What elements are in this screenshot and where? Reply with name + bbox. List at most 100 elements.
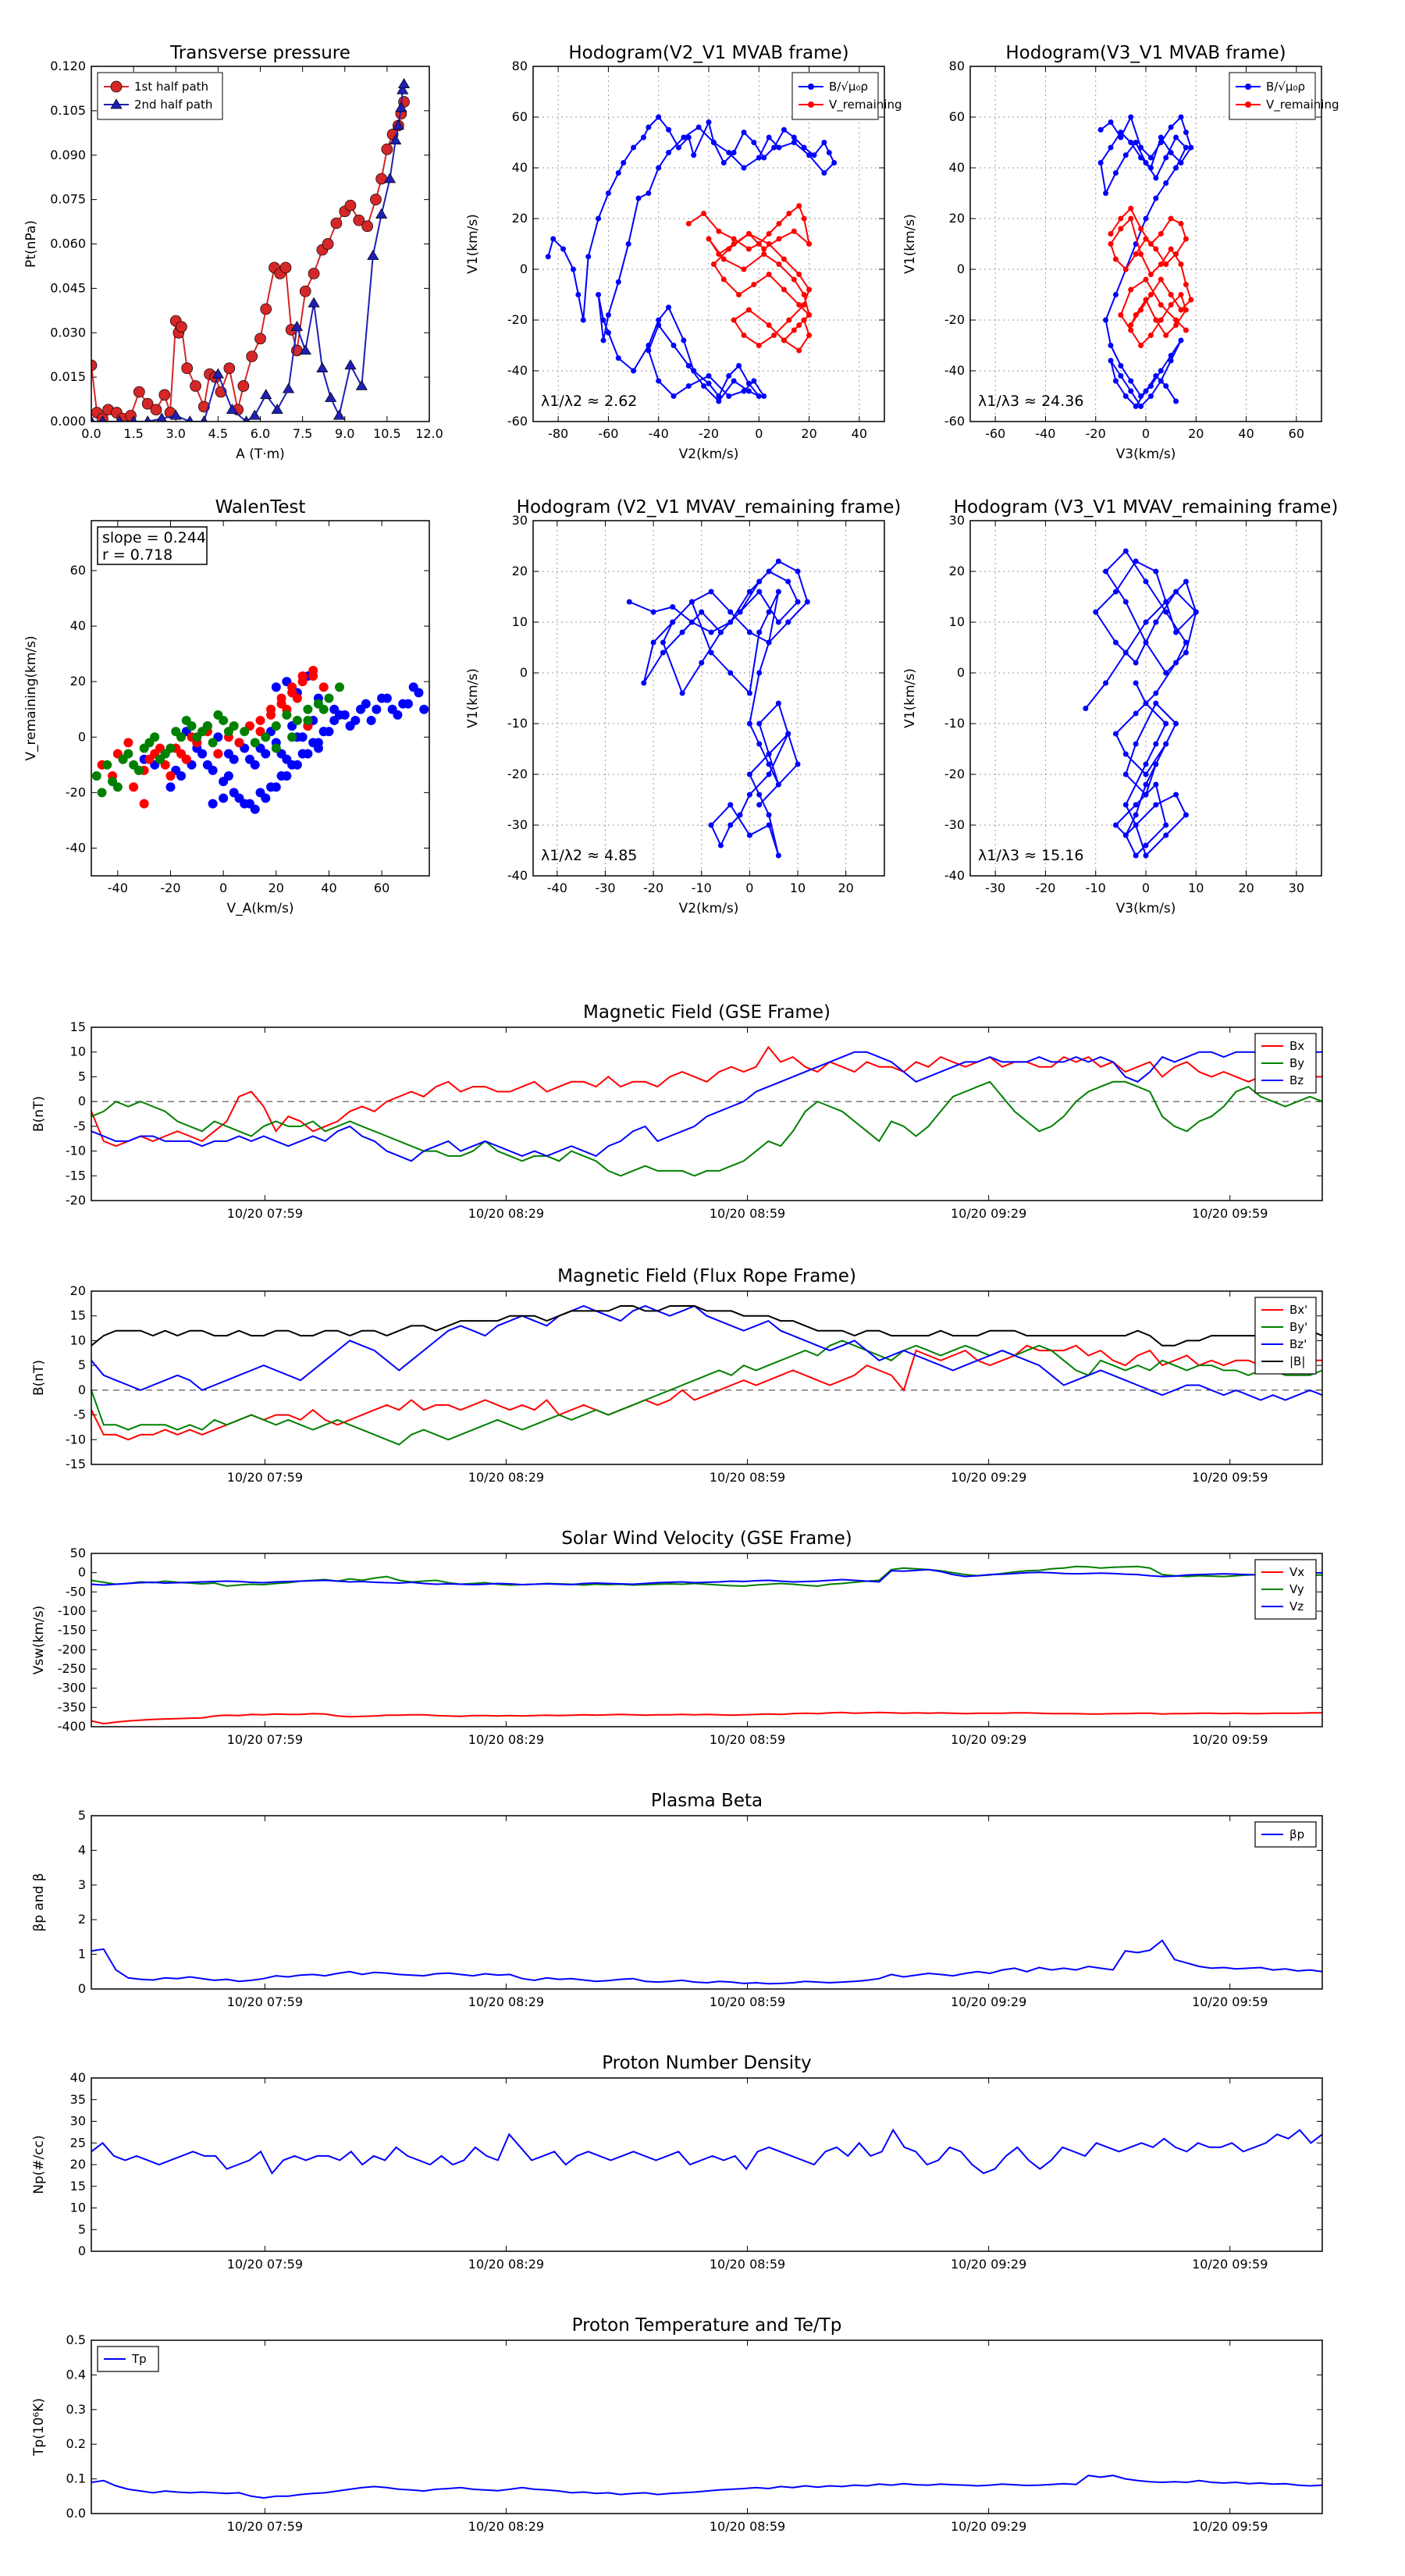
- x-tick-label: 10/20 09:59: [1192, 1732, 1268, 1747]
- y-tick-label: -20: [507, 767, 528, 781]
- y-tick-label: -40: [507, 868, 528, 883]
- chart-title: Hodogram (V2_V1 MVAV_remaining frame): [517, 497, 902, 518]
- y-tick-label: 40: [512, 160, 528, 175]
- data-point: [776, 236, 782, 242]
- data-point: [1133, 812, 1139, 818]
- data-point: [751, 282, 757, 287]
- chart-title: Hodogram(V3_V1 MVAB frame): [1005, 43, 1286, 63]
- x-tick-label: -40: [1035, 426, 1055, 441]
- data-point: [1147, 165, 1154, 171]
- legend-label: V_remaining: [829, 98, 902, 112]
- y-tick-label: -40: [66, 840, 86, 855]
- data-point: [329, 715, 340, 725]
- data-point: [596, 215, 602, 222]
- data-point: [186, 415, 194, 422]
- data-point: [1118, 130, 1124, 135]
- data-point: [355, 379, 368, 390]
- y-tick-label: 60: [949, 109, 965, 124]
- data-point: [791, 327, 797, 333]
- data-point: [1143, 761, 1149, 767]
- y-tick-label: 5: [78, 2222, 86, 2236]
- y-tick-label: 20: [949, 564, 965, 578]
- data-point: [1143, 388, 1149, 394]
- plot-frame: [91, 2339, 1323, 2514]
- data-point: [223, 727, 233, 737]
- y-tick-label: 0.030: [50, 325, 86, 340]
- data-point: [334, 682, 344, 692]
- x-tick-label: 10/20 09:29: [951, 1732, 1026, 1747]
- x-tick-label: 10/20 08:29: [468, 2257, 544, 2272]
- x-tick-label: 20: [1238, 881, 1254, 895]
- data-point: [325, 391, 337, 402]
- data-point: [605, 312, 611, 318]
- data-point: [806, 333, 813, 338]
- chart-8: -400 -350 -300 -250 -200 -150 -100 -50 0 50 10/20 …: [31, 1528, 1323, 1747]
- y-tick-label: 20: [512, 211, 528, 226]
- data-point: [741, 165, 747, 171]
- x-tick-label: 20: [269, 881, 284, 895]
- data-point: [716, 251, 722, 257]
- data-point: [176, 321, 187, 333]
- y-tick-label: -300: [58, 1681, 86, 1695]
- x-tick-label: 10/20 08:59: [710, 1994, 785, 2009]
- data-point: [641, 680, 647, 686]
- data-point: [1133, 251, 1139, 257]
- data-point: [720, 276, 727, 283]
- data-point: [246, 350, 258, 362]
- legend-marker: [808, 101, 814, 108]
- y-tick-label: -5: [73, 1407, 86, 1422]
- y-tick-label: -60: [944, 414, 965, 429]
- y-tick-label: 10: [70, 1332, 86, 1347]
- data-point: [116, 415, 123, 422]
- data-point: [786, 211, 792, 216]
- x-tick-label: 10/20 09:59: [1192, 1206, 1268, 1221]
- data-point: [795, 761, 801, 767]
- legend-marker: [1245, 101, 1251, 108]
- data-point: [237, 380, 250, 392]
- data-point: [708, 589, 714, 595]
- data-point: [287, 682, 297, 692]
- data-point: [271, 721, 281, 731]
- data-point: [756, 241, 762, 247]
- x-tick-label: -20: [1086, 426, 1106, 441]
- data-point: [766, 751, 772, 757]
- y-tick-label: 30: [949, 513, 965, 528]
- data-point: [408, 682, 418, 692]
- y-axis-label: V1(km/s): [902, 668, 918, 728]
- data-point: [685, 383, 692, 389]
- y-tick-label: 0.120: [50, 59, 86, 73]
- data-point: [303, 704, 313, 714]
- data-point: [1188, 297, 1194, 303]
- y-tick-label: 3: [78, 1877, 86, 1892]
- data-point: [1122, 266, 1129, 272]
- data-point: [1158, 368, 1164, 374]
- x-axis-label: V2(km/s): [679, 901, 739, 916]
- x-tick-label: -10: [692, 881, 712, 895]
- data-point: [727, 802, 734, 808]
- data-point: [387, 704, 397, 714]
- data-point: [1133, 558, 1139, 564]
- data-point: [710, 262, 717, 267]
- x-tick-label: -80: [548, 426, 568, 441]
- data-point: [190, 380, 201, 392]
- data-point: [240, 799, 250, 809]
- data-point: [756, 720, 763, 727]
- data-point: [1163, 741, 1169, 747]
- y-tick-label: 0.060: [50, 237, 86, 251]
- legend-label: Tp: [131, 2352, 147, 2366]
- data-point: [1178, 160, 1184, 165]
- data-point: [1153, 761, 1159, 767]
- data-point: [776, 144, 782, 151]
- legend-label: B/√μ₀ρ: [1266, 80, 1305, 94]
- data-point: [156, 412, 167, 422]
- data-point: [679, 629, 685, 635]
- data-point: [781, 126, 787, 133]
- data-point: [141, 397, 154, 410]
- y-axis-label: V1(km/s): [465, 214, 481, 274]
- data-point: [695, 124, 702, 130]
- data-point: [766, 609, 772, 615]
- series-layer: [1097, 114, 1194, 409]
- data-point: [1168, 150, 1174, 155]
- data-point: [308, 665, 318, 675]
- data-point: [1183, 282, 1189, 287]
